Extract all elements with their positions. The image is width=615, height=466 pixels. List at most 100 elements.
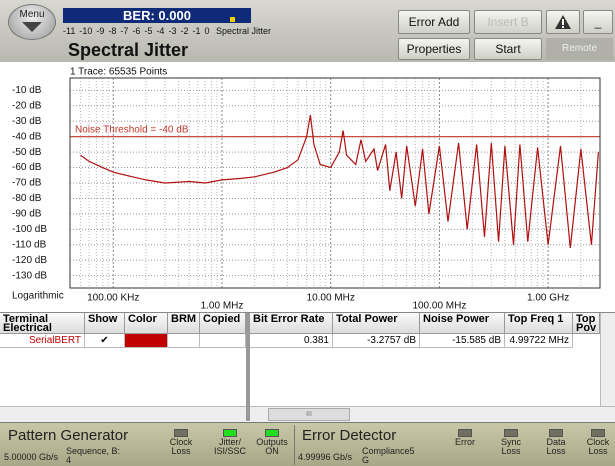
led [174, 429, 188, 437]
led-label: Jitter/ [218, 437, 241, 447]
column-header: Noise Power [420, 313, 505, 334]
led [458, 429, 472, 437]
remote-indicator: Remote [546, 38, 613, 60]
y-tick-label: -90 dB [12, 209, 42, 220]
pg-pattern: Sequence, B: 4 [66, 447, 120, 465]
column-header: Bit Error Rate [250, 313, 333, 334]
pg-pattern-line: 4 [66, 455, 72, 465]
menu-label: Menu [19, 9, 45, 20]
v-scrollbar [600, 313, 615, 406]
led [591, 429, 605, 437]
ed-rate: 4.99996 Gb/s [298, 452, 353, 462]
menu-button[interactable]: Menu [8, 4, 56, 40]
divider [294, 425, 295, 465]
ber-display: BER: 0.000 [63, 8, 251, 23]
led-indicator: Clock Loss [163, 429, 199, 456]
led-indicator: Clock Loss [580, 429, 615, 456]
ber-scale-tick: -2 [180, 26, 189, 36]
result-cell: 0.381 [250, 334, 333, 348]
y-tick-label: -130 dB [12, 270, 47, 281]
y-tick-label: -120 dB [12, 255, 47, 266]
result-cell: 4.99722 MHz [505, 334, 573, 348]
insert-b-button[interactable]: Insert B [474, 10, 542, 34]
cell [168, 334, 200, 348]
y-tick-label: -60 dB [12, 162, 42, 173]
y-tick-label: -70 dB [12, 178, 42, 189]
ed-title: Error Detector [302, 427, 397, 444]
column-header: Top Freq 1 [505, 313, 573, 334]
pg-title: Pattern Generator [8, 427, 129, 444]
ber-scale-tick: -1 [192, 26, 201, 36]
ber-scale-tick: -6 [132, 26, 141, 36]
x-tick-label: 1.00 GHz [527, 293, 569, 304]
column-header: Total Power [333, 313, 420, 334]
led-label: Loss [501, 446, 521, 456]
row-name: SerialBERT [0, 334, 85, 348]
column-header: Show [85, 313, 125, 334]
led-label: Loss [171, 446, 191, 456]
menu-arrow [22, 22, 42, 32]
led [504, 429, 518, 437]
ber-scale-tick: -9 [96, 26, 105, 36]
error-add-button[interactable]: Error Add [398, 10, 470, 34]
minimize-button[interactable]: _ [583, 10, 613, 34]
properties-button[interactable]: Properties [398, 38, 470, 60]
ber-scale: -11 -10 -9 -8 -7 -6 -5 -4 -3 -2 -1 0 Spectral Jitte… [63, 26, 271, 36]
result-cell: -15.585 dB [420, 334, 505, 348]
pg-pattern-line: Sequence, B: [66, 446, 121, 456]
ber-scale-tick: -5 [144, 26, 153, 36]
ber-scale-tick: -4 [156, 26, 165, 36]
led-label: Outputs [256, 437, 288, 447]
scroll-thumb: III [268, 408, 350, 421]
cell [200, 334, 246, 348]
led-label: ON [265, 446, 279, 456]
led [549, 429, 563, 437]
toolbar: Menu BER: 0.000 -11 -10 -9 -8 -7 -6 -5 -4 -3 -2 -1… [0, 0, 615, 62]
y-tick-label: -20 dB [12, 100, 42, 111]
led-label: Error [455, 437, 475, 447]
warning-icon [555, 15, 571, 29]
warning-button[interactable] [546, 10, 580, 34]
ber-scale-tick: -8 [108, 26, 117, 36]
trace-info: 1 Trace: 65535 Points [70, 67, 167, 78]
column-header: Color [125, 313, 168, 334]
scale-mode: Logarithmic [12, 291, 64, 302]
led-label: Clock [169, 437, 193, 447]
result-cell: -3.2757 dB [333, 334, 420, 348]
ber-scale-tick: 0 [204, 26, 210, 36]
led-indicator: Error [447, 429, 483, 447]
spectrum-trace [80, 114, 599, 248]
led-indicator: Sync Loss [493, 429, 529, 456]
led-label: Loss [588, 446, 608, 456]
page-title: Spectral Jitter [68, 40, 189, 60]
y-tick-label: -80 dB [12, 193, 42, 204]
color-swatch [125, 334, 168, 348]
column-header: BRM [168, 313, 200, 334]
led-label: Loss [546, 446, 566, 456]
y-tick-label: -30 dB [12, 116, 42, 127]
column-header: Copied [200, 313, 246, 334]
ber-scale-tick: -11 [63, 26, 76, 36]
y-tick-label: -110 dB [12, 239, 47, 250]
led [223, 429, 237, 437]
show-checkbox: ✔ [85, 334, 125, 348]
led-indicator: Outputs ON [254, 429, 290, 456]
column-header: Terminal Electrical [0, 313, 85, 334]
plot-frame [69, 77, 601, 289]
start-button[interactable]: Start [474, 38, 542, 60]
x-tick-label: 1.00 MHz [201, 301, 244, 312]
pane-divider [246, 313, 250, 421]
y-tick-label: -50 dB [12, 147, 42, 158]
spectrum-plot: 1 Trace: 65535 Points 100.00 KHz 1.00 MHz 1… [0, 62, 615, 312]
ber-scale-label: Spectral Jitter [216, 26, 272, 36]
x-tick-label: 100.00 MHz [412, 301, 466, 312]
led-label: ISI/SSC [213, 446, 246, 456]
results-table: Terminal Electrical Show Color BRM Copied Bit… [0, 312, 615, 422]
ed-pattern-line: G [362, 455, 370, 465]
y-tick-label: -10 dB [12, 85, 42, 96]
y-tick-label: -40 dB [12, 131, 42, 142]
ber-scale-tick: -10 [79, 26, 93, 36]
ber-scale-tick: -7 [120, 26, 129, 36]
plot-background [0, 62, 615, 312]
